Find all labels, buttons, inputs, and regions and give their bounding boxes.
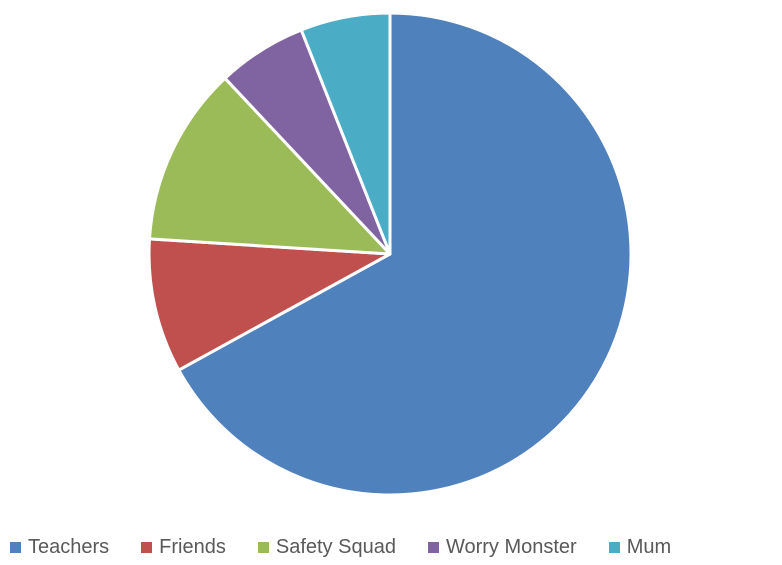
legend-item-friends: Friends <box>141 535 226 559</box>
pie-slice-teachers <box>177 11 633 497</box>
pie-slices <box>147 11 633 497</box>
legend-swatch-teachers <box>10 541 21 553</box>
pie-slice-safety-squad <box>147 76 392 256</box>
pie-slice-mum <box>299 11 392 256</box>
legend-swatch-safety-squad <box>257 541 269 553</box>
legend-swatch-friends <box>141 541 153 553</box>
legend-swatch-mum <box>608 541 620 553</box>
legend-item-mum: Mum <box>608 535 672 559</box>
legend-swatch-worry-monster <box>427 541 439 553</box>
legend-item-worry-monster: Worry Monster <box>427 535 577 559</box>
legend-item-teachers: Teachers <box>10 535 109 559</box>
chart-legend: Teachers Friends Safety Squad Worry Monster… <box>10 535 671 559</box>
legend-item-safety-squad: Safety Squad <box>257 535 396 559</box>
legend-label-friends: Friends <box>159 536 226 558</box>
legend-label-mum: Mum <box>626 536 672 558</box>
legend-label-worry-monster: Worry Monster <box>445 536 577 558</box>
legend-label-teachers: Teachers <box>28 536 110 558</box>
legend-label-safety-squad: Safety Squad <box>275 536 396 558</box>
pie-chart <box>147 11 633 497</box>
pie-slice-friends <box>147 237 392 372</box>
